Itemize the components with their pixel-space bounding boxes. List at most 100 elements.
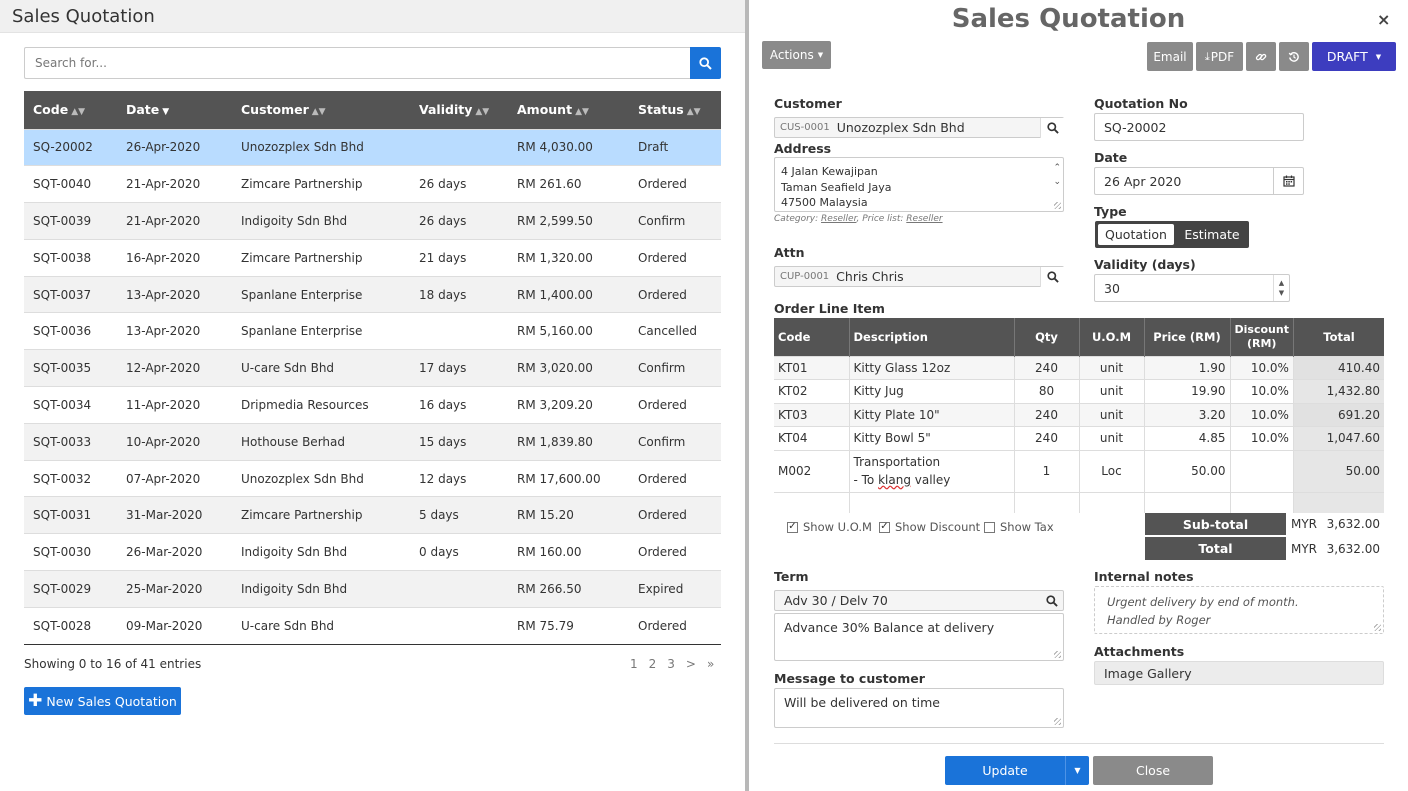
resize-grip-icon[interactable] [1374,624,1381,631]
status-draft-button[interactable]: DRAFT ▼ [1312,42,1396,71]
scroll-arrows-icon[interactable]: ⌃ ⌄ [1053,163,1061,187]
table-row[interactable]: SQT-0040 21-Apr-2020 Zimcare Partnership 26… [24,165,721,203]
message-textarea[interactable]: Will be delivered on time [774,688,1064,728]
cell-status: Ordered [629,165,721,203]
calendar-button[interactable] [1273,168,1303,194]
quotation-form-panel: Sales Quotation × Actions ▼ Email ⤓ PDF DR… [749,0,1408,791]
order-cell-discount: 10.0% [1230,379,1294,403]
history-button[interactable] [1279,42,1309,71]
order-cell-uom: unit [1079,379,1145,403]
history-icon [1288,51,1299,62]
order-cell-empty[interactable] [1014,491,1080,513]
table-row[interactable]: SQT-0028 09-Mar-2020 U-care Sdn Bhd RM 75.7… [24,606,721,645]
cell-customer: Dripmedia Resources [232,386,410,424]
sort-icon: ▲▼ [686,107,701,118]
order-row[interactable]: KT02 Kitty Jug 80 unit 19.90 10.0% 1,432.80 [774,379,1384,403]
page-last[interactable]: » [706,657,715,671]
subtotal-value: MYR 3,632.00 [1287,513,1384,535]
table-row[interactable]: SQT-0038 16-Apr-2020 Zimcare Partnership 21… [24,238,721,277]
attn-field[interactable]: CUP-0001 Chris Chris [774,266,1064,287]
order-cell-empty[interactable] [849,491,1015,513]
table-row[interactable]: SQT-0033 10-Apr-2020 Hothouse Berhad 15 day… [24,422,721,461]
stepper-down-icon[interactable]: ▼ [1278,289,1285,297]
order-cell-empty[interactable] [1144,491,1231,513]
column-header-customer[interactable]: Customer ▲▼ [232,91,410,129]
order-cell-empty[interactable] [1293,491,1384,513]
table-row[interactable]: SQT-0034 11-Apr-2020 Dripmedia Resources 16… [24,386,721,424]
column-header-validity[interactable]: Validity ▲▼ [410,91,508,129]
column-header-amount[interactable]: Amount ▲▼ [508,91,629,129]
address-line: 4 Jalan Kewajipan [781,165,878,178]
table-row[interactable]: SQT-0037 13-Apr-2020 Spanlane Enterprise 18… [24,275,721,313]
quotation-no-input[interactable]: SQ-20002 [1094,113,1304,141]
table-row[interactable]: SQT-0039 21-Apr-2020 Indigoity Sdn Bhd 26 d… [24,202,721,240]
type-option-quotation[interactable]: Quotation [1098,224,1174,245]
order-cell-empty[interactable] [1230,491,1294,513]
customer-field[interactable]: CUS-0001 Unozozplex Sdn Bhd [774,117,1064,138]
cell-validity: 12 days [410,459,508,497]
order-row[interactable]: KT03 Kitty Plate 10" 240 unit 3.20 10.0% 691.2… [774,402,1384,427]
term-lookup-button[interactable] [1040,591,1064,611]
search-button[interactable] [690,47,721,79]
table-row[interactable]: SQT-0029 25-Mar-2020 Indigoity Sdn Bhd RM 2… [24,570,721,608]
table-row[interactable]: SQT-0031 31-Mar-2020 Zimcare Partnership 5 … [24,496,721,534]
cell-date: 11-Apr-2020 [117,386,232,424]
table-row[interactable]: SQ-20002 26-Apr-2020 Unozozplex Sdn Bhd RM … [24,128,721,166]
type-option-estimate[interactable]: Estimate [1184,227,1240,242]
search-input[interactable] [24,47,690,79]
attn-lookup-button[interactable] [1040,267,1064,287]
table-row[interactable]: SQT-0030 26-Mar-2020 Indigoity Sdn Bhd 0 da… [24,533,721,571]
new-sales-quotation-button[interactable]: ✚ New Sales Quotation [24,687,181,715]
notes-line: Urgent delivery by end of month. [1107,595,1299,609]
stepper-up-icon[interactable]: ▲ [1278,279,1285,287]
page-link-3[interactable]: 3 [667,657,675,671]
order-row[interactable]: KT01 Kitty Glass 12oz 240 unit 1.90 10.0% 410.… [774,355,1384,380]
order-row[interactable]: KT04 Kitty Bowl 5" 240 unit 4.85 10.0% 1,047.6… [774,426,1384,450]
order-cell-empty[interactable] [1079,491,1145,513]
actions-button[interactable]: Actions ▼ [762,41,831,69]
page-link-2[interactable]: 2 [648,657,657,671]
address-textarea[interactable]: 4 Jalan Kewajipan Taman Seafield Jaya 47… [774,157,1064,212]
show-discount-checkbox[interactable]: ✓ Show Discount [879,520,980,534]
customer-lookup-button[interactable] [1040,118,1064,138]
order-cell-description: Transportation - To klang valley [849,449,1015,492]
term-textarea[interactable]: Advance 30% Balance at delivery [774,613,1064,661]
checkbox-checked-icon: ✓ [879,521,890,533]
validity-input[interactable]: 30 ▲ ▼ [1094,274,1290,302]
table-row[interactable]: SQT-0032 07-Apr-2020 Unozozplex Sdn Bhd 12 … [24,459,721,497]
resize-grip-icon[interactable] [1054,202,1061,209]
subtotal-amount: 3,632.00 [1326,517,1380,531]
pdf-label: PDF [1210,49,1235,64]
validity-stepper[interactable]: ▲ ▼ [1273,275,1289,301]
date-input[interactable]: 26 Apr 2020 [1094,167,1304,195]
link-button[interactable] [1246,42,1276,71]
page-next[interactable]: > [685,657,696,671]
panel-divider[interactable] [745,0,749,791]
close-button[interactable]: Close [1093,756,1213,785]
form-title: Sales Quotation [951,4,1186,34]
resize-grip-icon[interactable] [1054,651,1061,658]
page-link-1[interactable]: 1 [630,657,638,671]
column-header-status[interactable]: Status ▲▼ [629,91,721,129]
order-cell-qty: 240 [1014,426,1080,450]
order-cell-empty[interactable] [774,491,850,513]
show-tax-checkbox[interactable]: Show Tax [984,520,1054,534]
table-row[interactable]: SQT-0035 12-Apr-2020 U-care Sdn Bhd 17 days… [24,349,721,387]
caret-down-icon[interactable]: ▼ [1065,756,1089,785]
column-header-date[interactable]: Date ▼ [117,91,232,129]
email-button[interactable]: Email [1147,42,1193,71]
cell-date: 10-Apr-2020 [117,422,232,461]
close-icon[interactable]: × [1377,10,1391,29]
resize-grip-icon[interactable] [1054,718,1061,725]
column-header-code[interactable]: Code ▲▼ [24,91,117,129]
internal-notes-textarea[interactable]: Urgent delivery by end of month. Handled… [1094,586,1384,634]
image-gallery-field[interactable]: Image Gallery [1094,661,1384,685]
order-row[interactable]: M002 Transportation - To klang valley 1 Loc 5… [774,449,1384,492]
pdf-button[interactable]: ⤓ PDF [1196,42,1243,71]
update-button[interactable]: Update ▼ [945,756,1089,785]
order-row-empty[interactable] [774,491,1384,513]
show-uom-checkbox[interactable]: ✓ Show U.O.M [787,520,872,534]
term-field[interactable]: Adv 30 / Delv 70 [774,590,1064,611]
table-row[interactable]: SQT-0036 13-Apr-2020 Spanlane Enterprise RM… [24,312,721,350]
cell-customer: Zimcare Partnership [232,496,410,534]
